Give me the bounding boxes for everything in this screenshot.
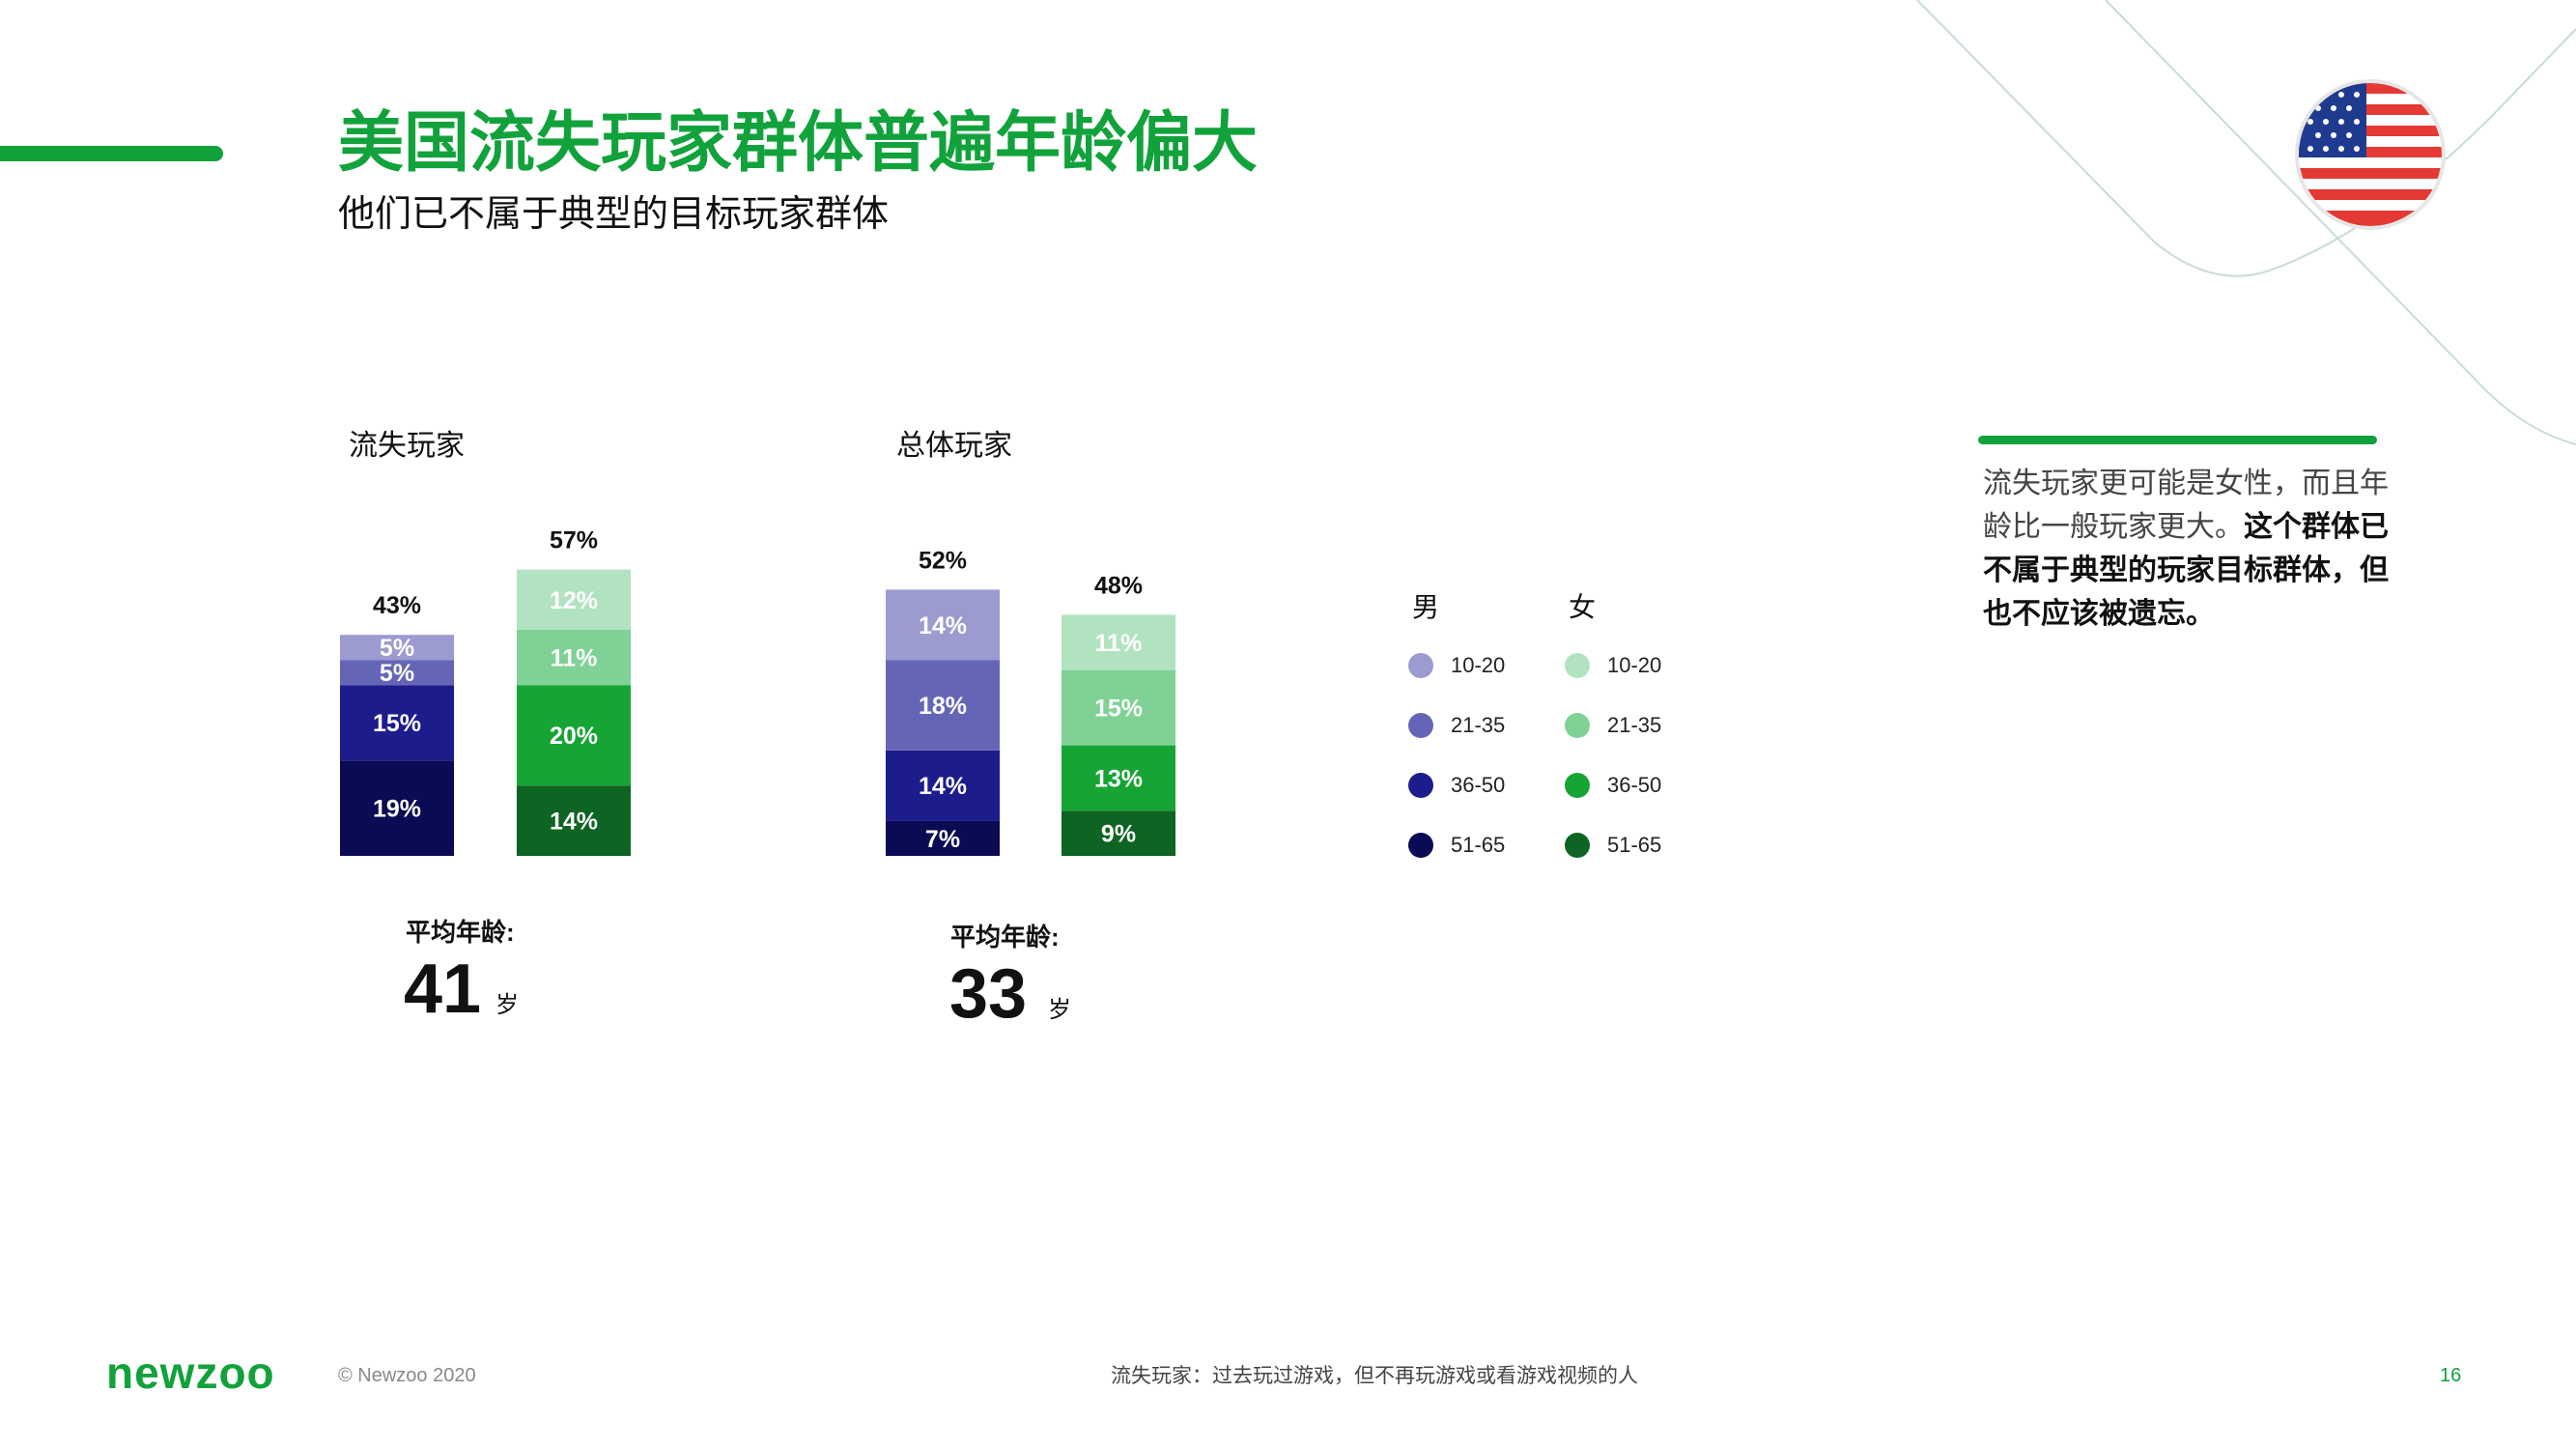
chart-title-all: 总体玩家 (896, 430, 1012, 462)
legend-swatch (1565, 773, 1590, 798)
bar-segment-label: 11% (1095, 630, 1143, 657)
chart-title-churned: 流失玩家 (349, 430, 465, 462)
bar-segment-all-female-21-35 (1062, 669, 1175, 746)
bar-segment-label: 15% (1094, 696, 1143, 723)
bar-segment-label: 9% (1101, 821, 1136, 848)
bar-segment-all-female-36-50 (1062, 745, 1175, 811)
bar-segment-label: 5% (380, 660, 414, 687)
legend-swatch (1565, 713, 1590, 738)
legend-swatch (1565, 833, 1590, 858)
bar-segment-label: 14% (919, 773, 967, 800)
insight-note: 流失玩家更可能是女性，而且年龄比一般玩家更大。这个群体已不属于典型的玩家目标群体… (1983, 462, 2389, 636)
note-accent-bar (1978, 436, 2377, 444)
bar-segment-label: 19% (373, 796, 421, 823)
bar-segment-all-male-10-20 (886, 589, 1000, 661)
legend-heading-female: 女 (1569, 592, 1597, 622)
legend-item-female-21-35: 21-35 (1565, 713, 1661, 738)
newzoo-logo: newzoo (106, 1348, 275, 1398)
legend-swatch (1408, 713, 1433, 738)
page-subtitle: 他们已不属于典型的目标玩家群体 (338, 194, 890, 235)
bar-segment-label: 14% (919, 612, 967, 639)
legend-label: 36-50 (1607, 773, 1662, 797)
avg-age-label-all: 平均年龄: (950, 923, 1060, 952)
us-flag-icon (2295, 79, 2446, 230)
bar-segment-label: 7% (925, 826, 960, 853)
legend-item-male-51-65: 51-65 (1408, 833, 1505, 858)
avg-age-unit-all: 岁 (1048, 997, 1071, 1023)
legend-item-male-10-20: 10-20 (1408, 653, 1505, 678)
legend-label: 10-20 (1451, 653, 1506, 677)
legend-item-male-36-50: 36-50 (1408, 773, 1505, 798)
bar-segment-label: 12% (550, 587, 598, 614)
legend-label: 21-35 (1607, 713, 1662, 737)
bar-segment-churned-female-21-35 (517, 630, 631, 686)
bar-segment-label: 5% (380, 635, 414, 662)
legend-label: 51-65 (1451, 833, 1506, 857)
page-number: 16 (2440, 1365, 2462, 1386)
bar-total-label: 48% (1094, 572, 1143, 599)
legend-heading-male: 男 (1412, 592, 1440, 622)
bar-segment-churned-male-51-65 (340, 760, 454, 856)
avg-age-label-churned: 平均年龄: (406, 918, 515, 947)
bar-segment-label: 14% (550, 809, 598, 836)
bar-segment-all-male-36-50 (886, 750, 1000, 821)
bar-segment-churned-male-21-35 (340, 660, 454, 686)
bar-total-label: 43% (373, 592, 421, 619)
insight-note-plain: 流失玩家更可能是女性，而且年龄比一般玩家更大。 (1983, 468, 2389, 543)
bar-segment-all-male-51-65 (886, 820, 1000, 856)
bar-total-label: 52% (919, 547, 967, 574)
bar-segment-label: 20% (550, 723, 598, 750)
legend-item-female-36-50: 36-50 (1565, 773, 1661, 798)
bar-segment-label: 18% (919, 693, 967, 720)
bar-segment-churned-male-36-50 (340, 685, 454, 761)
legend-swatch (1408, 653, 1433, 678)
copyright-text: © Newzoo 2020 (338, 1365, 476, 1386)
bar-segment-churned-female-51-65 (517, 785, 631, 856)
bar-segment-all-male-21-35 (886, 660, 1000, 751)
legend-item-male-21-35: 21-35 (1408, 713, 1505, 738)
legend-label: 51-65 (1607, 833, 1662, 857)
legend-swatch (1408, 773, 1433, 798)
insight-note-bold: 这个群体已不属于典型的玩家目标群体，但也不应该被遗忘。 (1983, 511, 2389, 630)
page-title: 美国流失玩家群体普遍年龄偏大 (338, 106, 1259, 180)
bar-segment-label: 13% (1094, 765, 1143, 792)
avg-age-value-churned: 41 (404, 951, 482, 1028)
avg-age-value-all: 33 (949, 955, 1028, 1033)
legend-swatch (1565, 653, 1590, 678)
bar-total-label: 57% (550, 527, 598, 554)
legend-swatch (1408, 833, 1433, 858)
accent-bar (0, 146, 223, 161)
legend-label: 10-20 (1607, 653, 1662, 677)
legend-label: 21-35 (1451, 713, 1506, 737)
legend-item-female-10-20: 10-20 (1565, 653, 1661, 678)
bar-segment-label: 15% (373, 710, 421, 737)
bar-segment-churned-female-36-50 (517, 685, 631, 786)
footnote: 流失玩家：过去玩过游戏，但不再玩游戏或看游戏视频的人 (1111, 1365, 1638, 1387)
avg-age-unit-churned: 岁 (495, 992, 519, 1018)
bar-segment-label: 11% (551, 645, 598, 672)
legend-label: 36-50 (1451, 773, 1506, 797)
bar-segment-all-female-51-65 (1062, 810, 1175, 856)
bar-segment-all-female-10-20 (1062, 614, 1175, 670)
bar-segment-churned-female-10-20 (517, 569, 631, 630)
legend-item-female-51-65: 51-65 (1565, 833, 1661, 858)
bar-segment-churned-male-10-20 (340, 635, 454, 661)
